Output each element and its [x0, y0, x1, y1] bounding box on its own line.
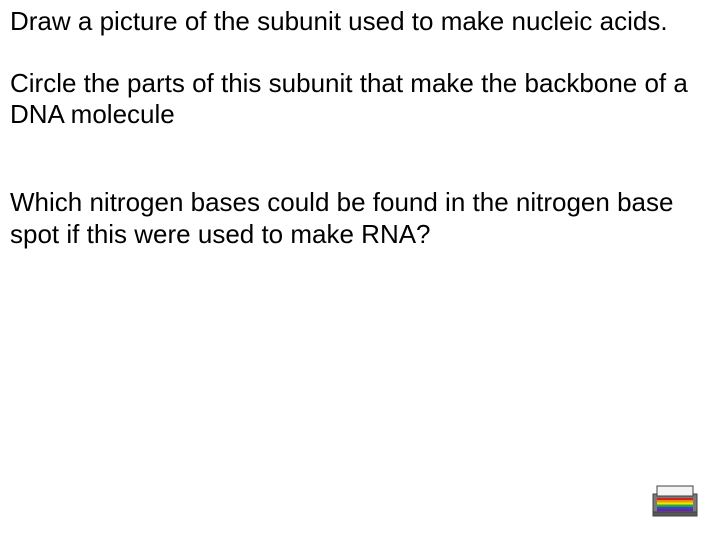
- worksheet-page: Draw a picture of the subunit used to ma…: [0, 0, 720, 540]
- question-1: Draw a picture of the subunit used to ma…: [10, 6, 710, 38]
- question-2: Circle the parts of this subunit that ma…: [10, 68, 710, 131]
- question-3: Which nitrogen bases could be found in t…: [10, 187, 710, 250]
- rainbow-printer-icon: [652, 484, 698, 518]
